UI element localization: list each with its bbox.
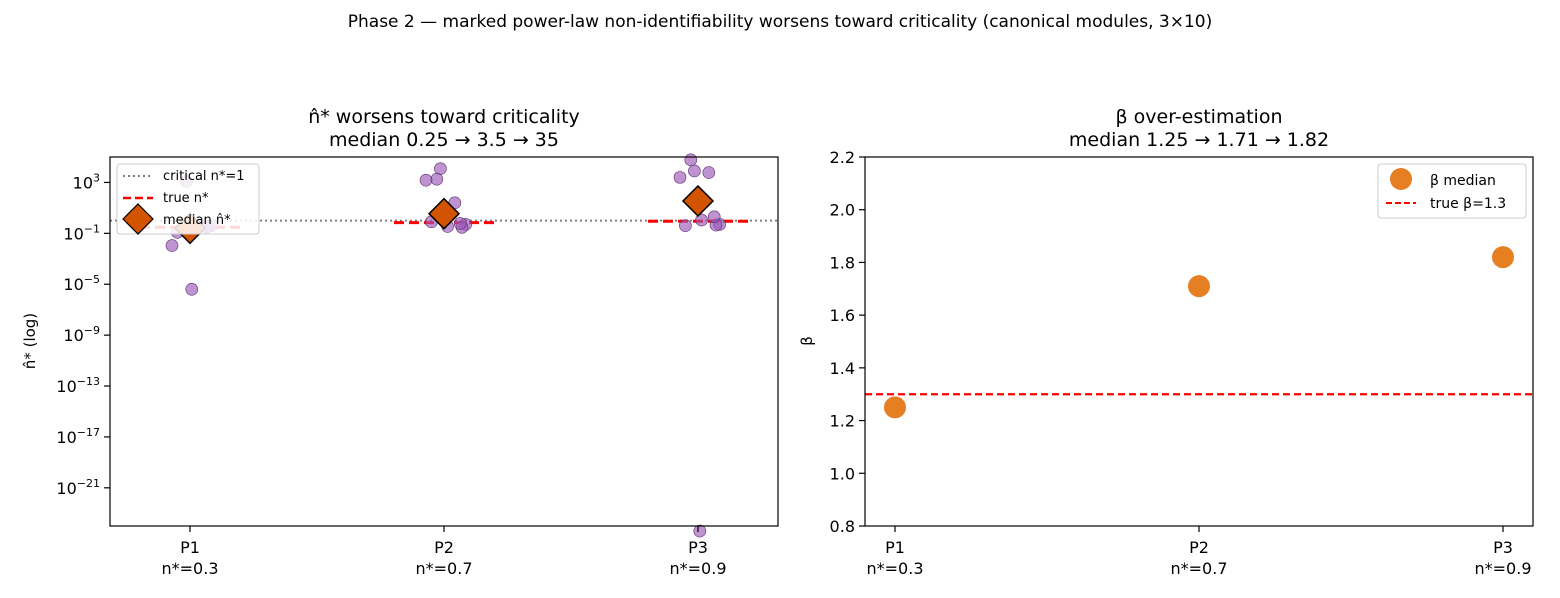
estimate-point: [434, 162, 447, 176]
right-title-line2: median 1.25 → 1.71 → 1.82: [1069, 129, 1329, 151]
estimate-point: [453, 217, 467, 230]
x-tick-sublabel: n*=0.7: [416, 559, 473, 578]
estimate-point: [673, 171, 687, 184]
right-panel: β over-estimation median 1.25 → 1.71 → 1…: [798, 106, 1534, 578]
x-tick-label: P1: [180, 538, 200, 557]
y-tick-label: 10−5: [63, 273, 100, 294]
right-plot-area: [865, 246, 1533, 419]
y-tick-label: 10−1: [63, 222, 100, 243]
beta-median-point: [1188, 275, 1210, 298]
x-tick-label: P3: [688, 538, 708, 557]
estimate-point: [679, 219, 692, 232]
median-diamond: [427, 197, 461, 230]
beta-median-point: [1492, 246, 1514, 269]
x-tick-sublabel: n*=0.9: [1475, 559, 1532, 578]
y-tick-label: 103: [73, 171, 100, 192]
left-axes-frame: [109, 156, 779, 527]
x-tick-label: P3: [1493, 538, 1513, 557]
y-tick-label: 2.0: [830, 201, 855, 220]
estimate-point: [702, 166, 716, 179]
legend-median-swatch: [122, 203, 154, 235]
estimate-point: [430, 172, 444, 186]
right-title-line1: β over-estimation: [1115, 106, 1282, 128]
right-y-ticks: 0.8 1.0 1.2 1.4 1.6 1.8 2.0 2.2: [830, 148, 865, 536]
figure-suptitle: Phase 2 — marked power-law non-identifia…: [348, 12, 1213, 32]
x-tick-label: P1: [885, 538, 905, 557]
estimate-point: [684, 153, 698, 167]
y-tick-label: 1.0: [830, 464, 855, 483]
legend-true-beta-label: true β=1.3: [1430, 196, 1506, 212]
estimate-point: [688, 164, 701, 178]
median-diamond: [681, 184, 715, 218]
left-x-ticks: P1 n*=0.3 P2 n*=0.7 P3 n*=0.9: [162, 526, 727, 578]
legend-critical-label: critical n*=1: [163, 169, 245, 184]
beta-median-point: [884, 396, 906, 419]
x-tick-label: P2: [434, 538, 454, 557]
y-tick-label: 1.8: [830, 253, 855, 272]
y-tick-label: 1.2: [830, 412, 855, 431]
y-tick-label: 10−21: [56, 477, 100, 498]
legend-median-label: median n̂*: [163, 213, 231, 228]
right-x-ticks: P1 n*=0.3 P2 n*=0.7 P3 n*=0.9: [867, 526, 1532, 578]
left-y-ticks: 103 10−1 10−5 10−9 10−13 10−17 10−21: [56, 171, 110, 498]
y-tick-label: 10−13: [56, 375, 100, 396]
left-legend-box: [116, 163, 260, 235]
left-legend: critical n*=1 true n* median n̂*: [116, 163, 260, 235]
right-y-axis-label: β: [798, 336, 816, 346]
x-tick-sublabel: n*=0.7: [1171, 559, 1228, 578]
x-tick-label: P2: [1189, 538, 1209, 557]
estimate-point: [419, 173, 433, 187]
estimate-point: [693, 524, 707, 538]
right-legend: β median true β=1.3: [1377, 163, 1527, 219]
y-tick-label: 10−17: [56, 426, 100, 447]
y-tick-label: 1.4: [830, 359, 855, 378]
right-legend-box: [1377, 163, 1527, 219]
right-axes-frame: [864, 156, 1534, 527]
y-tick-label: 0.8: [830, 517, 855, 536]
estimate-point: [707, 210, 721, 224]
estimate-point: [695, 213, 708, 227]
x-tick-sublabel: n*=0.9: [670, 559, 727, 578]
y-tick-label: 2.2: [830, 148, 855, 167]
estimate-point: [165, 239, 179, 252]
left-title-line2: median 0.25 → 3.5 → 35: [329, 129, 559, 151]
estimate-point: [185, 283, 199, 296]
left-title-line1: n̂* worsens toward criticality: [308, 106, 580, 128]
left-panel: n̂* worsens toward criticality median 0.…: [21, 106, 779, 578]
legend-beta-median-label: β median: [1430, 173, 1496, 189]
y-tick-label: 10−9: [63, 324, 100, 345]
x-tick-sublabel: n*=0.3: [162, 559, 219, 578]
legend-true-n-label: true n*: [163, 191, 209, 206]
y-tick-label: 1.6: [830, 306, 855, 325]
left-y-axis-label: n̂* (log): [21, 313, 39, 369]
x-tick-sublabel: n*=0.3: [867, 559, 924, 578]
legend-beta-median-swatch: [1390, 168, 1412, 190]
